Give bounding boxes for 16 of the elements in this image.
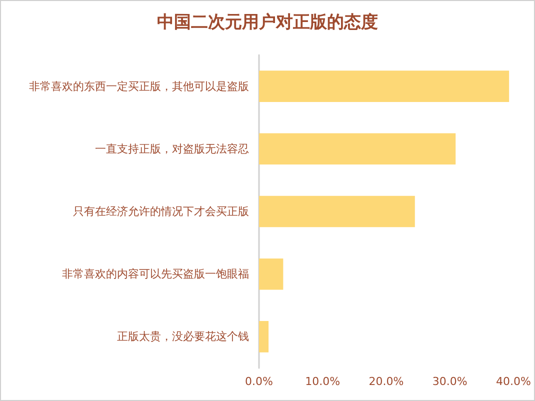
x-tick-label: 40.0% (496, 375, 532, 388)
x-tick-label: 0.0% (245, 375, 273, 388)
y-tick-label: 非常喜欢的东西一定买正版，其他可以是盗版 (29, 80, 249, 93)
chart-title: 中国二次元用户对正版的态度 (157, 12, 378, 32)
x-tick-label: 20.0% (368, 375, 404, 388)
bar (259, 321, 269, 352)
bar (259, 133, 456, 165)
x-tick-label: 10.0% (305, 375, 340, 388)
x-tick-label: 30.0% (432, 375, 468, 388)
y-tick-label: 只有在经济允许的情况下才会买正版 (73, 205, 249, 218)
bar (259, 196, 415, 228)
bar (259, 70, 510, 102)
y-tick-label: 正版太贵，没必要花这个钱 (117, 330, 249, 344)
y-tick-label: 一直支持正版，对盗版无法容忍 (95, 142, 249, 156)
bar (259, 258, 284, 290)
y-tick-label: 非常喜欢的内容可以先买盗版一饱眼福 (62, 268, 249, 281)
